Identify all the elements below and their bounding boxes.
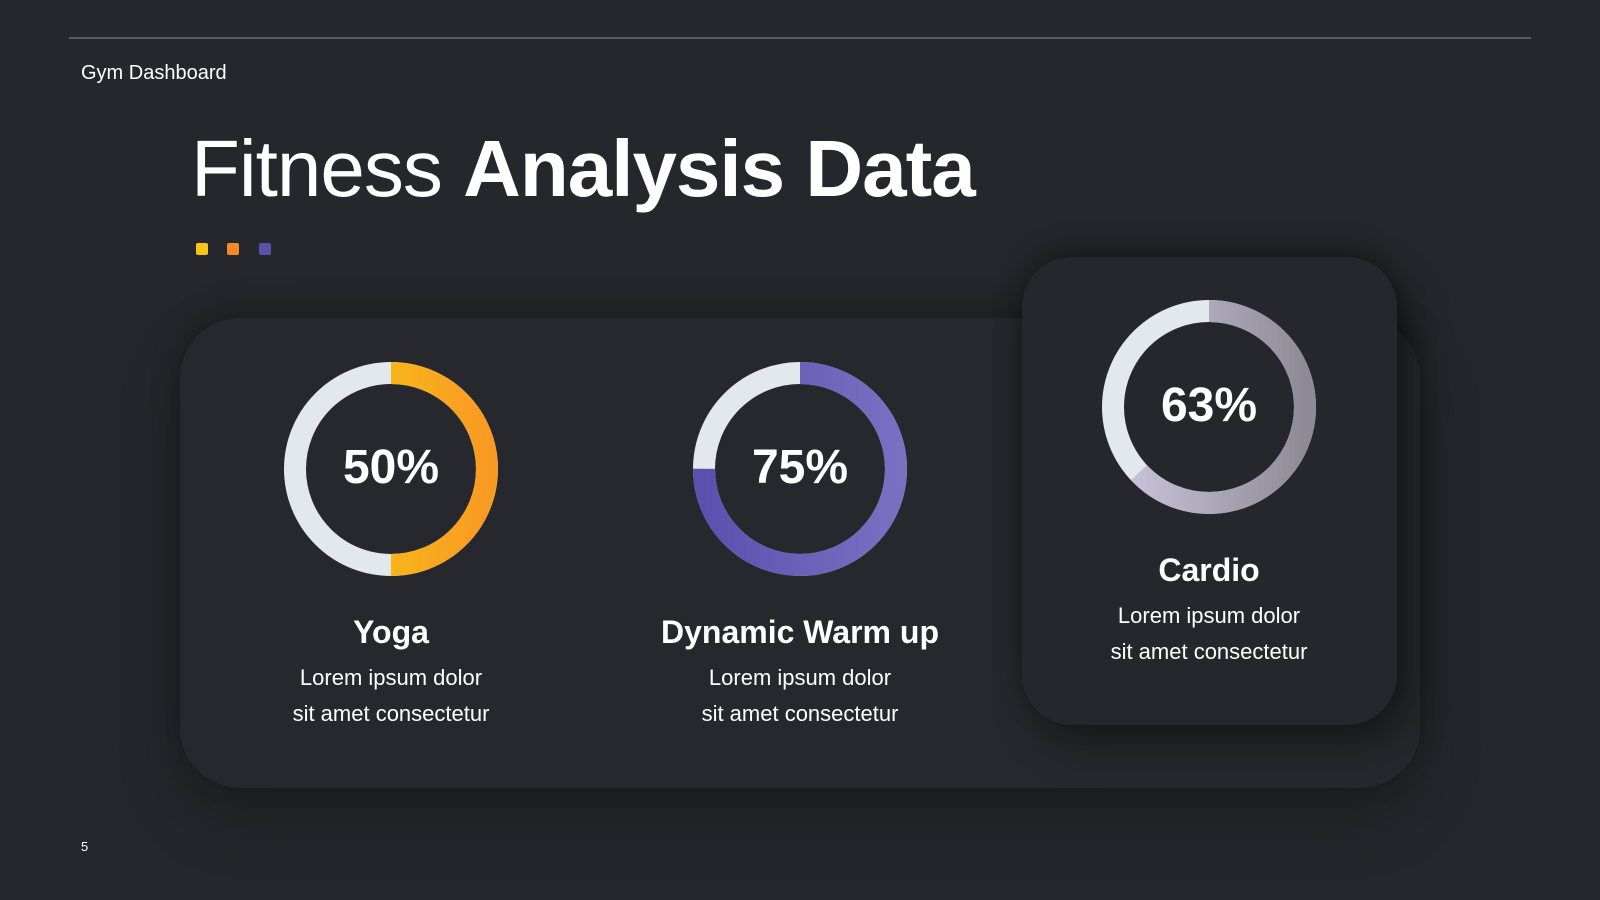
accent-dot-purple xyxy=(259,243,271,255)
donut-arc-cardio xyxy=(1102,300,1316,514)
metric-title-cardio: Cardio xyxy=(1158,552,1260,588)
metric-yoga: 50% Yoga Lorem ipsum dolor sit amet cons… xyxy=(211,362,571,742)
donut-value-dynamic-warm-up: 75% xyxy=(751,441,849,494)
donut-cardio xyxy=(1102,300,1316,514)
donut-value-cardio: 63% xyxy=(1160,379,1258,432)
donut-value-yoga: 50% xyxy=(342,441,440,494)
metric-desc-cardio: Lorem ipsum dolor sit amet consectetur xyxy=(1110,603,1308,664)
header-label: Gym Dashboard xyxy=(81,62,227,84)
donut-arc-yoga xyxy=(284,362,498,576)
accent-dot-orange xyxy=(227,243,239,255)
accent-dot-yellow xyxy=(196,243,208,255)
top-divider xyxy=(69,37,1531,39)
donut-arc-dynamic-warm-up xyxy=(693,362,907,576)
metric-desc-dynamic-warm-up: Lorem ipsum dolor sit amet consectetur xyxy=(701,665,899,726)
page-number: 5 xyxy=(81,839,89,854)
title-light: Fitness xyxy=(191,124,464,213)
metric-dynamic-warm-up: 75% Dynamic Warm up Lorem ipsum dolor si… xyxy=(620,362,980,742)
metric-cardio: 63% Cardio Lorem ipsum dolor sit amet co… xyxy=(1029,300,1389,680)
title-bold: Analysis Data xyxy=(463,124,976,213)
metric-desc-yoga: Lorem ipsum dolor sit amet consectetur xyxy=(292,665,490,726)
metric-title-dynamic-warm-up: Dynamic Warm up xyxy=(661,614,939,650)
donut-yoga xyxy=(284,362,498,576)
donut-dynamic-warm-up xyxy=(693,362,907,576)
metric-title-yoga: Yoga xyxy=(353,614,429,650)
highlight-card xyxy=(1022,257,1397,725)
page-title: Fitness Analysis Data xyxy=(191,124,976,214)
